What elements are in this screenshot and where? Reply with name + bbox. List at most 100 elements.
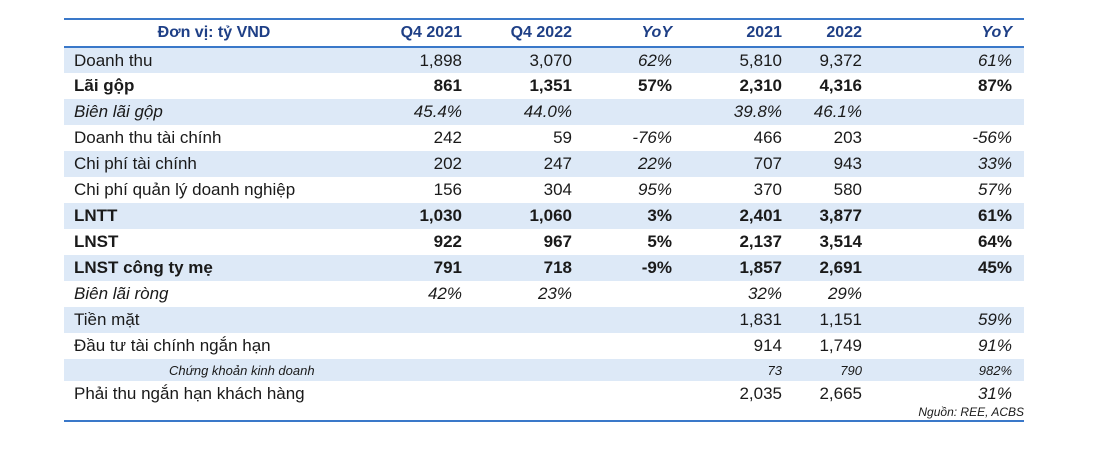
cell-2022: 29%: [827, 284, 862, 303]
header-row: Đơn vị: tỷ VND Q4 2021 Q4 2022 YoY 2021 …: [64, 19, 1024, 47]
row-label: Lãi gộp: [74, 76, 135, 95]
table-row: Chi phí tài chính 202 247 22% 707 943 33%: [64, 151, 1024, 177]
cell-2021: 32%: [747, 284, 782, 303]
table-header: Đơn vị: tỷ VND Q4 2021 Q4 2022 YoY 2021 …: [64, 19, 1024, 47]
table-row: Doanh thu tài chính 242 59 -76% 466 203 -56%: [64, 125, 1024, 151]
table-row: LNTT 1,030 1,060 3% 2,401 3,877 61%: [64, 203, 1024, 229]
cell-2021: 370: [753, 180, 782, 199]
cell-q4-2021: 202: [433, 154, 462, 173]
cell-q4-2021: [364, 381, 474, 407]
cell-2022: 2,665: [819, 384, 862, 403]
cell-yoy-quarter: 57%: [637, 76, 672, 95]
financial-summary-table: Đơn vị: tỷ VND Q4 2021 Q4 2022 YoY 2021 …: [64, 18, 1024, 407]
row-label: Doanh thu tài chính: [74, 128, 222, 147]
cell-yoy-year: 31%: [977, 384, 1012, 403]
cell-yoy-quarter: [584, 99, 684, 125]
row-label: Biên lãi ròng: [74, 284, 169, 303]
table-row: LNST công ty mẹ 791 718 -9% 1,857 2,691 45%: [64, 255, 1024, 281]
cell-yoy-quarter: 22%: [637, 154, 672, 173]
cell-q4-2022: 718: [543, 258, 572, 277]
cell-q4-2021: [364, 307, 474, 333]
table-bottom-rule: [64, 420, 1024, 422]
cell-q4-2021: 1,030: [419, 206, 462, 225]
cell-yoy-year: -56%: [972, 128, 1012, 147]
cell-2022: 1,749: [819, 336, 862, 355]
row-label: Chi phí tài chính: [74, 154, 197, 173]
cell-yoy-year: 57%: [977, 180, 1012, 199]
cell-2021: 707: [753, 154, 782, 173]
row-label: Biên lãi gộp: [74, 102, 163, 121]
cell-q4-2022: 44.0%: [523, 102, 572, 121]
table-row: Tiền mặt 1,831 1,151 59%: [64, 307, 1024, 333]
cell-2022: 3,514: [819, 232, 862, 251]
cell-yoy-quarter: [584, 307, 684, 333]
cell-2021: 39.8%: [733, 102, 782, 121]
cell-q4-2021: 1,898: [419, 50, 462, 70]
header-2022: 2022: [826, 24, 862, 41]
cell-yoy-quarter: -9%: [641, 258, 672, 277]
cell-yoy-year: 61%: [977, 50, 1012, 70]
table-row: Phải thu ngắn hạn khách hàng 2,035 2,665 31…: [64, 381, 1024, 407]
table-row: Đầu tư tài chính ngắn hạn 914 1,749 91%: [64, 333, 1024, 359]
row-label: LNST: [74, 232, 119, 251]
header-unit: Đơn vị: tỷ VND: [157, 24, 271, 41]
cell-2022: 9,372: [819, 50, 862, 70]
row-label: Phải thu ngắn hạn khách hàng: [74, 384, 305, 403]
cell-2021: 5,810: [739, 50, 782, 70]
header-2021: 2021: [746, 24, 782, 41]
cell-yoy-year: 61%: [977, 206, 1012, 225]
cell-yoy-quarter: 3%: [647, 206, 672, 225]
cell-2021: 2,035: [739, 384, 782, 403]
cell-yoy-year: 87%: [977, 76, 1012, 95]
table-row: Chứng khoản kinh doanh 73 790 982%: [64, 359, 1024, 381]
cell-yoy-year: 982%: [978, 362, 1012, 378]
cell-q4-2022: 304: [543, 180, 572, 199]
header-q4-2021: Q4 2021: [400, 24, 462, 41]
source-note: Nguồn: REE, ACBS: [918, 405, 1024, 419]
cell-q4-2022: 23%: [537, 284, 572, 303]
cell-q4-2021: 861: [433, 76, 462, 95]
cell-yoy-year: 33%: [977, 154, 1012, 173]
cell-q4-2021: [364, 359, 474, 381]
cell-2022: 580: [833, 180, 862, 199]
cell-yoy-quarter: [584, 281, 684, 307]
cell-yoy-quarter: 62%: [637, 50, 672, 70]
cell-2021: 914: [753, 336, 782, 355]
cell-2021: 2,401: [739, 206, 782, 225]
table-row: LNST 922 967 5% 2,137 3,514 64%: [64, 229, 1024, 255]
row-label: Tiền mặt: [74, 310, 140, 329]
cell-yoy-year: [874, 281, 1024, 307]
cell-2022: 2,691: [819, 258, 862, 277]
cell-yoy-year: 64%: [977, 232, 1012, 251]
table-row: Biên lãi ròng 42% 23% 32% 29%: [64, 281, 1024, 307]
cell-q4-2022: 967: [543, 232, 572, 251]
header-yoy-quarter: YoY: [641, 24, 672, 41]
row-label: Chi phí quản lý doanh nghiệp: [74, 180, 296, 199]
cell-yoy-quarter: 5%: [647, 232, 672, 251]
cell-q4-2022: 3,070: [529, 50, 572, 70]
cell-yoy-year: 59%: [977, 310, 1012, 329]
cell-yoy-quarter: 95%: [637, 180, 672, 199]
cell-q4-2022: [474, 381, 584, 407]
cell-q4-2022: 1,060: [529, 206, 572, 225]
cell-2021: 2,137: [739, 232, 782, 251]
header-yoy-year: YoY: [981, 24, 1012, 41]
cell-q4-2022: 247: [543, 154, 572, 173]
cell-2022: 46.1%: [813, 102, 862, 121]
cell-q4-2022: 1,351: [529, 76, 572, 95]
cell-2022: 3,877: [819, 206, 862, 225]
cell-yoy-quarter: [584, 333, 684, 359]
table-row: Chi phí quản lý doanh nghiệp 156 304 95% 370…: [64, 177, 1024, 203]
cell-2022: 4,316: [819, 76, 862, 95]
row-label: LNST công ty mẹ: [74, 258, 213, 277]
cell-yoy-year: 91%: [977, 336, 1012, 355]
row-label: Đầu tư tài chính ngắn hạn: [74, 336, 271, 355]
cell-2022: 790: [840, 362, 862, 378]
cell-yoy-quarter: [584, 359, 684, 381]
cell-2021: 2,310: [739, 76, 782, 95]
table-row: Lãi gộp 861 1,351 57% 2,310 4,316 87%: [64, 73, 1024, 99]
cell-yoy-quarter: -76%: [632, 128, 672, 147]
cell-yoy-year: [874, 99, 1024, 125]
cell-yoy-year: 45%: [977, 258, 1012, 277]
cell-2021: 1,831: [739, 310, 782, 329]
